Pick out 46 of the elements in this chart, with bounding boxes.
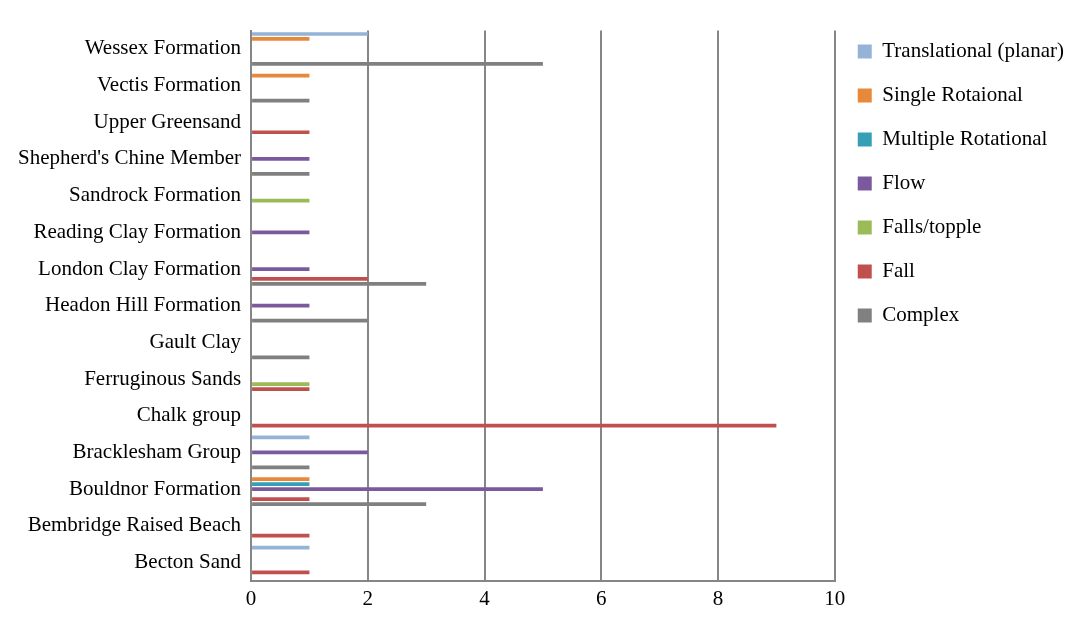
bar — [252, 37, 310, 41]
x-tick-label: 4 — [479, 585, 491, 610]
bar — [252, 482, 310, 486]
legend-label: Fall — [882, 258, 916, 283]
bar — [252, 497, 310, 501]
bar — [252, 303, 310, 308]
legend-label: Single Rotaional — [882, 82, 1023, 107]
legend-label: Flow — [882, 170, 927, 195]
bar — [252, 423, 777, 428]
bar — [252, 382, 310, 386]
bar — [252, 130, 310, 135]
y-tick-label: Headon Hill Formation — [45, 292, 242, 317]
y-tick-label: Wessex Formation — [84, 35, 242, 60]
legend-label: Translational (planar) — [882, 38, 1065, 63]
y-tick-label: Sandrock Formation — [69, 182, 242, 207]
legend-label: Falls/topple — [882, 214, 982, 239]
x-tick-label: 0 — [245, 585, 257, 610]
bar — [252, 32, 368, 36]
y-tick-label: Becton Sand — [134, 548, 242, 573]
y-tick-label: Chalk group — [136, 402, 242, 427]
y-tick-label: Bembridge Raised Beach — [27, 512, 242, 537]
bar — [252, 487, 543, 491]
bar — [252, 73, 310, 78]
bar — [252, 477, 310, 482]
x-tick-label: 2 — [362, 585, 374, 610]
y-tick-label: Ferruginous Sands — [84, 365, 242, 390]
y-tick-label: Reading Clay Formation — [33, 218, 242, 243]
y-tick-label: Bracklesham Group — [72, 438, 242, 463]
bar — [252, 157, 310, 161]
x-tick-label: 6 — [596, 585, 607, 610]
bar — [252, 277, 368, 281]
y-tick-label: Shepherd's Chine Member — [18, 145, 242, 170]
x-tick-label: 8 — [712, 585, 724, 610]
y-tick-label: Bouldnor Formation — [68, 475, 242, 500]
y-tick-label: Upper Greensand — [93, 108, 242, 133]
bar — [252, 267, 310, 271]
y-tick-label: Vectis Formation — [97, 72, 242, 97]
y-tick-label: Gault Clay — [149, 328, 242, 353]
y-tick-label: London Clay Formation — [38, 255, 242, 280]
bar — [252, 387, 310, 391]
bar — [252, 533, 310, 538]
legend-label: Multiple Rotational — [882, 126, 1048, 151]
bar — [252, 230, 310, 235]
bar — [252, 198, 310, 203]
x-tick-label: 10 — [824, 585, 846, 610]
legend-label: Complex — [882, 302, 960, 327]
